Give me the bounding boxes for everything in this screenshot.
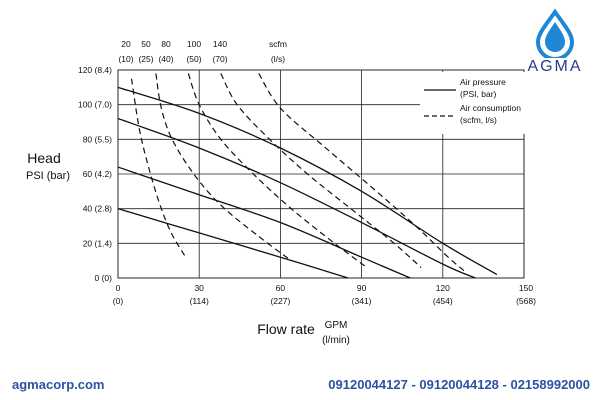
- website-link[interactable]: agmacorp.com: [12, 377, 105, 392]
- y-axis-unit: PSI (bar): [26, 170, 70, 182]
- legend-background: [420, 72, 546, 134]
- air-scale-top-1: 50: [141, 39, 151, 49]
- air-scale-top-0: 20: [121, 39, 131, 49]
- plot-frame: [117, 69, 525, 279]
- x-tick-sub-2: (227): [270, 296, 290, 306]
- y-axis-title: Head: [27, 150, 60, 166]
- water-drop-icon: [535, 8, 575, 61]
- y-tick-label-4: 80 (5.5): [83, 134, 112, 144]
- legend-sublabel-0: (PSI, bar): [460, 89, 497, 99]
- x-end-sub: (568): [516, 296, 536, 306]
- x-axis-title: Flow rate: [257, 321, 315, 337]
- air-pressure-curve-0: [117, 86, 498, 276]
- x-tick-label-2: 60: [276, 283, 286, 293]
- legend-label-1: Air consumption: [460, 103, 521, 113]
- air-scale-top-4: 140: [213, 39, 227, 49]
- air-consumption-curve-4: [258, 73, 465, 272]
- x-axis-unit2: (l/min): [322, 335, 350, 346]
- y-tick-label-0: 0 (0): [95, 273, 113, 283]
- y-tick-label-2: 40 (2.8): [83, 204, 112, 214]
- air-pressure-curve-3: [117, 208, 349, 279]
- air-scale-bottom-2: (40): [158, 54, 173, 64]
- air-scale-top-3: 100: [187, 39, 201, 49]
- x-tick-label-3: 90: [357, 283, 367, 293]
- x-tick-sub-1: (114): [190, 296, 209, 306]
- x-end-label: 150: [519, 283, 533, 293]
- air-scale-unit: scfm: [269, 39, 287, 49]
- x-tick-sub-0: (0): [113, 296, 124, 306]
- y-tick-label-3: 60 (4.2): [83, 169, 112, 179]
- air-scale-unit-sub: (l/s): [271, 54, 285, 64]
- air-pressure-curve-2: [117, 166, 411, 279]
- air-consumption-curve-2: [187, 73, 368, 269]
- air-consumption-curve-1: [155, 73, 292, 262]
- phone-numbers: 09120044127 - 09120044128 - 02158992000: [328, 377, 590, 392]
- air-consumption-curve-3: [220, 73, 422, 269]
- legend-label-0: Air pressure: [460, 77, 506, 87]
- air-scale-top-2: 80: [161, 39, 171, 49]
- x-tick-label-4: 120: [436, 283, 450, 293]
- air-scale-bottom-4: (70): [212, 54, 227, 64]
- air-consumption-curve-0: [130, 78, 187, 258]
- x-tick-label-1: 30: [194, 283, 204, 293]
- x-axis-unit: GPM: [325, 320, 348, 331]
- logo-text: AGMA: [527, 58, 583, 75]
- air-pressure-curve-1: [117, 117, 476, 279]
- footer: agmacorp.com 09120044127 - 09120044128 -…: [0, 374, 600, 396]
- air-scale-bottom-1: (25): [138, 54, 153, 64]
- air-scale-bottom-0: (10): [118, 54, 133, 64]
- y-tick-label-6: 120 (8.4): [78, 65, 112, 75]
- agma-logo: AGMA: [520, 8, 590, 78]
- x-tick-sub-3: (341): [352, 296, 372, 306]
- x-tick-sub-4: (454): [433, 296, 453, 306]
- legend-sublabel-1: (scfm, l/s): [460, 115, 497, 125]
- y-tick-label-5: 100 (7.0): [78, 100, 112, 110]
- air-scale-bottom-3: (50): [186, 54, 201, 64]
- y-tick-label-1: 20 (1.4): [83, 238, 112, 248]
- x-tick-label-0: 0: [116, 283, 121, 293]
